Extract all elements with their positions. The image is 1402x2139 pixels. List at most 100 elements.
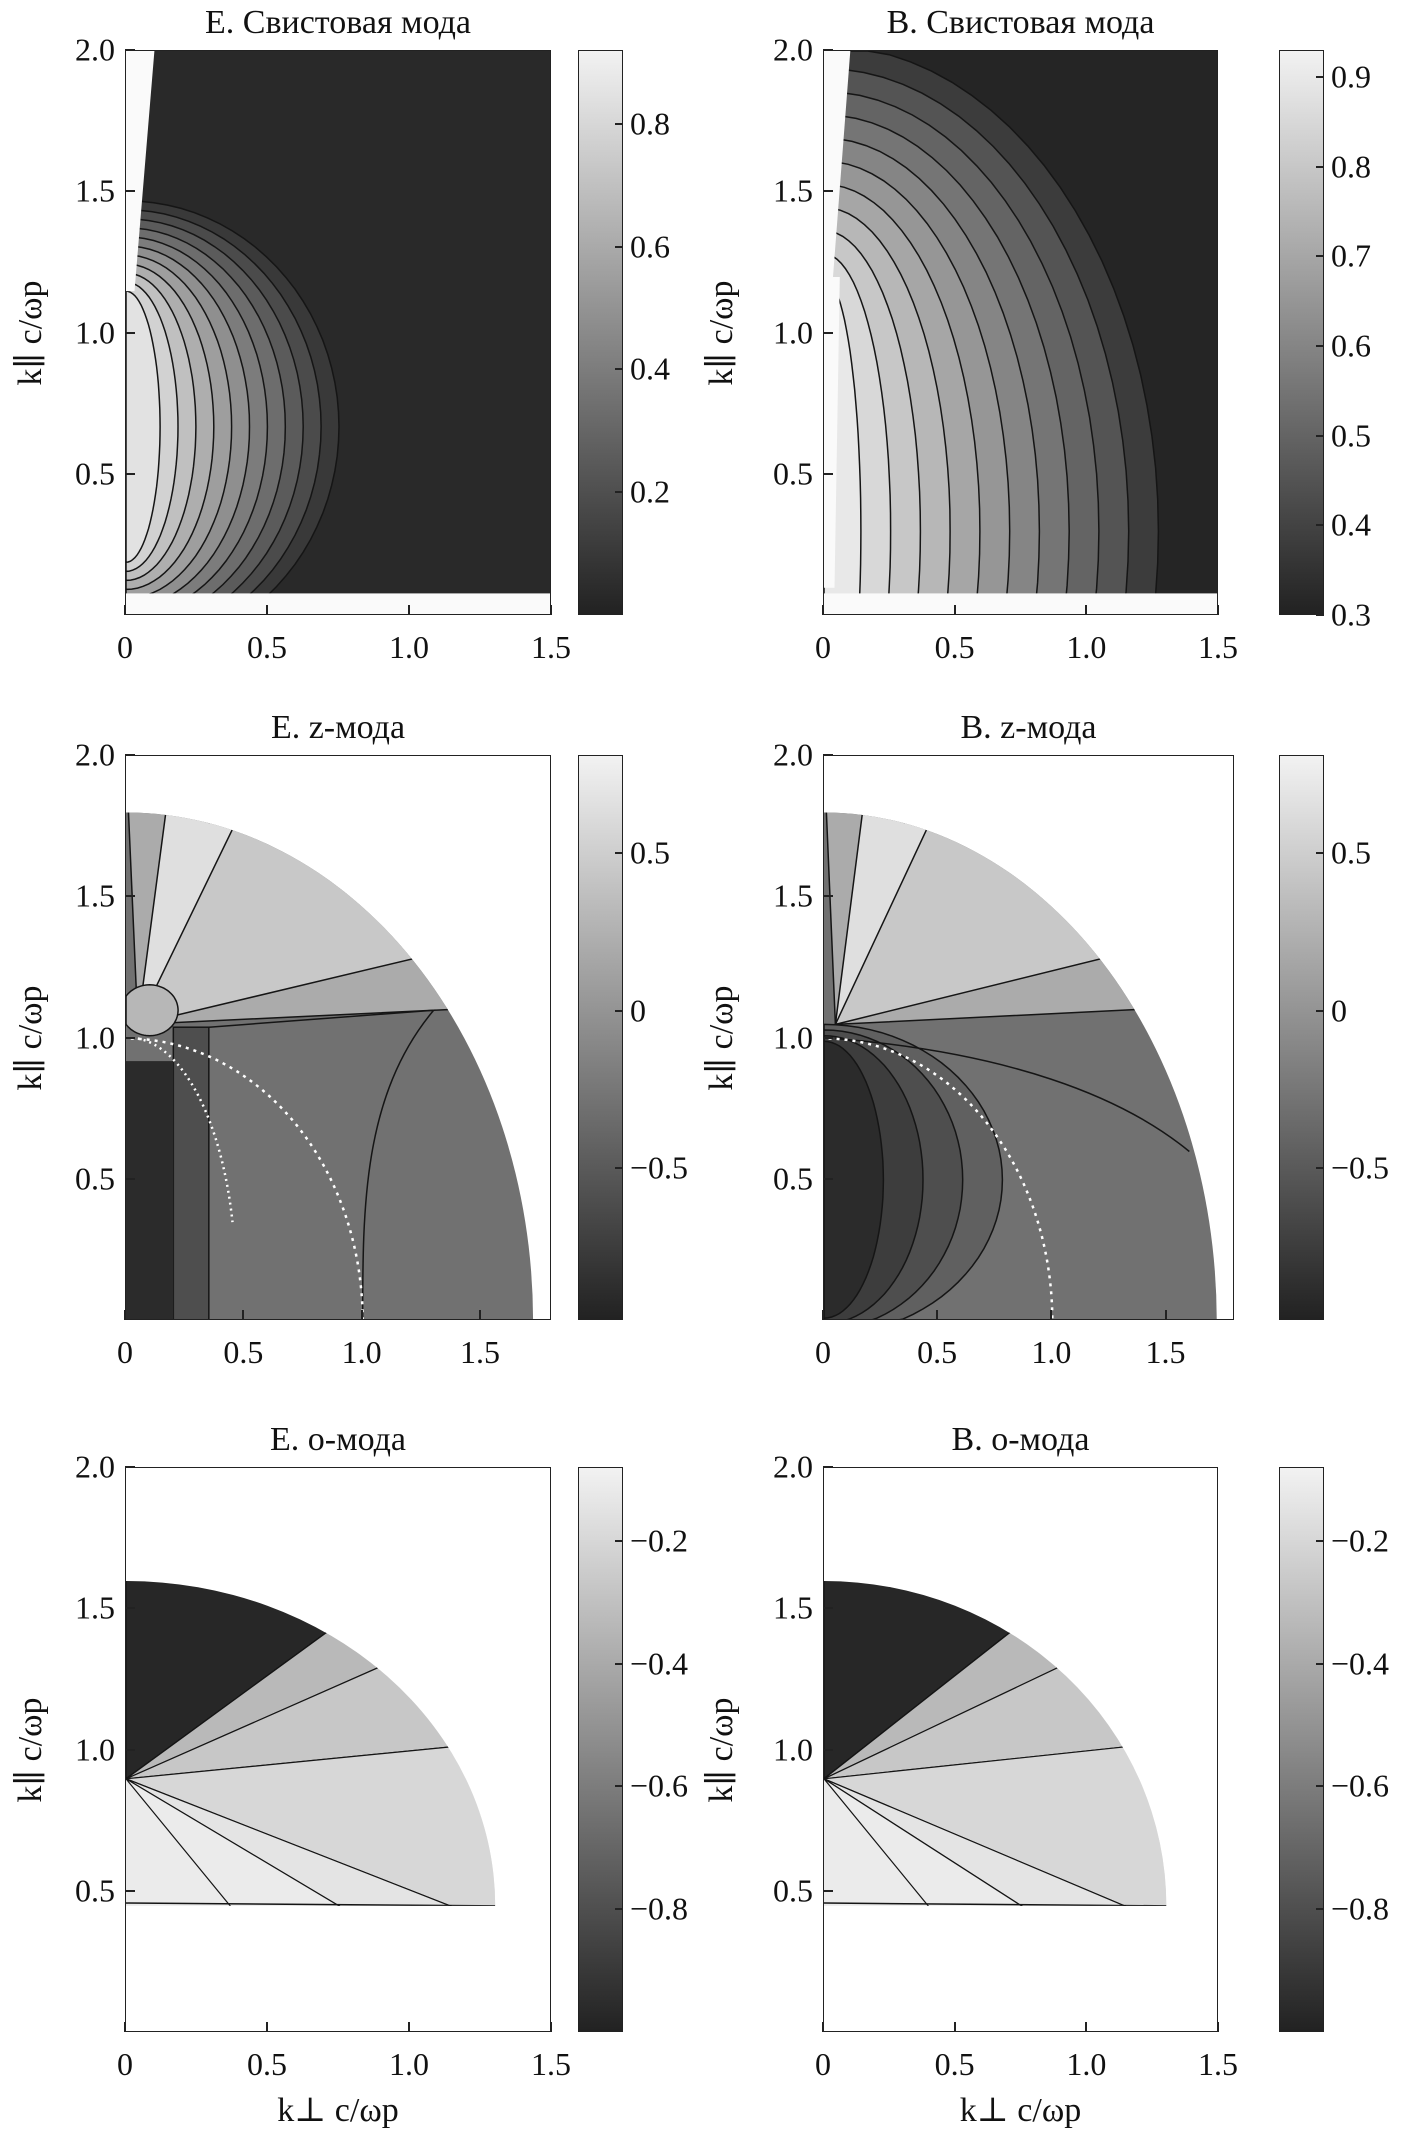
x-tick-mark bbox=[550, 2022, 552, 2032]
panel-title: E. z-мода bbox=[270, 709, 406, 746]
colorbar-tick-mark bbox=[615, 851, 623, 854]
panel-title: E. o-мода bbox=[269, 1421, 407, 1458]
colorbar-tick-label: −0.2 bbox=[630, 1522, 689, 1559]
x-tick-mark bbox=[408, 605, 410, 615]
colorbar-tick-label: −0.5 bbox=[630, 1149, 689, 1186]
colorbar-tick-mark bbox=[1316, 165, 1324, 168]
y-tick-mark bbox=[823, 1036, 833, 1039]
contour-svg bbox=[824, 812, 1217, 1319]
x-tick-label: 1.0 bbox=[1066, 2046, 1107, 2082]
colorbar-tick-mark bbox=[615, 491, 623, 494]
x-tick-label: 0 bbox=[117, 629, 133, 665]
x-tick-mark bbox=[936, 1310, 939, 1320]
contour-band bbox=[824, 1040, 885, 1319]
y-tick-mark bbox=[823, 1889, 833, 1892]
y-tick-label: 1.0 bbox=[773, 1731, 813, 1767]
x-tick-mark bbox=[953, 605, 956, 615]
y-axis-label: k∥ c/ωp bbox=[703, 1696, 740, 1803]
colorbar-tick-label: 0.9 bbox=[1331, 58, 1371, 95]
contour-svg bbox=[824, 51, 1217, 614]
x-tick-mark bbox=[124, 1310, 126, 1320]
y-tick-mark bbox=[125, 1748, 135, 1751]
x-tick-label: 0.5 bbox=[917, 1334, 958, 1370]
x-tick-label: 1.0 bbox=[1066, 629, 1107, 665]
colorbar-tick-mark bbox=[1316, 255, 1324, 258]
x-tick-mark bbox=[124, 2022, 126, 2032]
x-tick-label: 0.5 bbox=[223, 1334, 264, 1370]
x-tick-label: 0.5 bbox=[247, 629, 287, 665]
resonance-arc bbox=[137, 1037, 234, 1223]
y-tick-mark bbox=[823, 754, 833, 756]
colorbar-tick-mark bbox=[615, 368, 623, 371]
colorbar-tick-label: 0.5 bbox=[1331, 417, 1371, 454]
x-tick-label: 0 bbox=[815, 2046, 831, 2082]
y-tick-label: 0.5 bbox=[773, 1872, 813, 1909]
y-tick-label: 0.5 bbox=[773, 1160, 813, 1197]
colorbar bbox=[578, 1467, 623, 2032]
x-tick-label: 1.5 bbox=[1198, 2046, 1238, 2082]
colorbar-tick-mark bbox=[1316, 1785, 1324, 1788]
contour-plot bbox=[125, 755, 551, 1320]
colorbar-tick-label: 0.8 bbox=[630, 105, 670, 142]
x-tick-label: 0 bbox=[815, 1334, 831, 1370]
colorbar-tick-mark bbox=[1316, 851, 1324, 854]
contour-svg bbox=[824, 1581, 1167, 1906]
x-tick-mark bbox=[953, 2022, 956, 2032]
y-tick-label: 1.5 bbox=[773, 877, 813, 914]
colorbar-tick-label: −0.8 bbox=[1331, 1890, 1390, 1927]
y-tick-label: 1.5 bbox=[773, 1589, 813, 1626]
y-tick-label: 0.5 bbox=[75, 1160, 115, 1197]
colorbar-tick-mark bbox=[615, 1785, 623, 1788]
x-axis-label: k⊥ c/ωp bbox=[277, 2092, 399, 2129]
x-tick-mark bbox=[1085, 605, 1088, 615]
x-tick-label: 0 bbox=[117, 1334, 133, 1370]
x-tick-label: 1.5 bbox=[531, 2046, 571, 2082]
y-tick-mark bbox=[823, 49, 833, 51]
x-tick-mark bbox=[1217, 605, 1219, 615]
y-tick-label: 2.0 bbox=[75, 736, 115, 773]
x-tick-label: 1.0 bbox=[1031, 1334, 1072, 1370]
colorbar bbox=[578, 755, 623, 1320]
y-axis-label: k∥ c/ωp bbox=[12, 1696, 49, 1803]
colorbar-tick-mark bbox=[615, 245, 623, 248]
colorbar-tick-label: 0.7 bbox=[1331, 237, 1371, 274]
colorbar-tick-mark bbox=[1316, 1662, 1324, 1665]
x-tick-label: 1.5 bbox=[460, 1334, 500, 1370]
y-tick-label: 1.0 bbox=[75, 1019, 115, 1055]
y-axis-label: k∥ c/ωp bbox=[703, 984, 740, 1091]
y-tick-label: 1.0 bbox=[773, 314, 813, 350]
y-tick-mark bbox=[125, 472, 135, 475]
y-tick-label: 2.0 bbox=[773, 736, 813, 773]
x-tick-label: 0.5 bbox=[247, 2046, 287, 2082]
x-tick-mark bbox=[1085, 2022, 1088, 2032]
x-tick-label: 0.5 bbox=[934, 629, 975, 665]
y-tick-label: 1.5 bbox=[773, 172, 813, 209]
white-region bbox=[824, 277, 840, 588]
x-tick-mark bbox=[360, 1310, 363, 1320]
x-tick-label: 1.5 bbox=[1198, 629, 1238, 665]
y-tick-mark bbox=[823, 1466, 833, 1468]
x-tick-label: 1.0 bbox=[389, 2046, 429, 2082]
contour-line bbox=[835, 1037, 1190, 1153]
y-tick-mark bbox=[823, 331, 833, 334]
o-mode-field bbox=[824, 1581, 1167, 1906]
contour-svg bbox=[126, 812, 534, 1319]
white-region bbox=[824, 51, 851, 292]
x-tick-mark bbox=[266, 2022, 268, 2032]
colorbar-tick-label: 0.5 bbox=[1331, 834, 1371, 871]
y-tick-label: 2.0 bbox=[773, 1448, 813, 1485]
colorbar-tick-mark bbox=[615, 1167, 623, 1170]
colorbar-tick-mark bbox=[1316, 1539, 1324, 1542]
x-tick-mark bbox=[124, 605, 126, 615]
x-tick-mark bbox=[822, 605, 824, 615]
x-tick-mark bbox=[242, 1310, 245, 1320]
colorbar-tick-mark bbox=[1316, 1167, 1324, 1170]
x-tick-mark bbox=[822, 1310, 824, 1320]
colorbar-tick-mark bbox=[615, 122, 623, 125]
x-tick-mark bbox=[479, 1310, 481, 1320]
colorbar-tick-mark bbox=[1316, 1908, 1324, 1911]
colorbar-tick-label: 0.4 bbox=[1331, 506, 1371, 543]
colorbar-tick-mark bbox=[615, 1662, 623, 1665]
contour-plot bbox=[823, 50, 1218, 615]
y-tick-label: 1.5 bbox=[75, 172, 115, 209]
